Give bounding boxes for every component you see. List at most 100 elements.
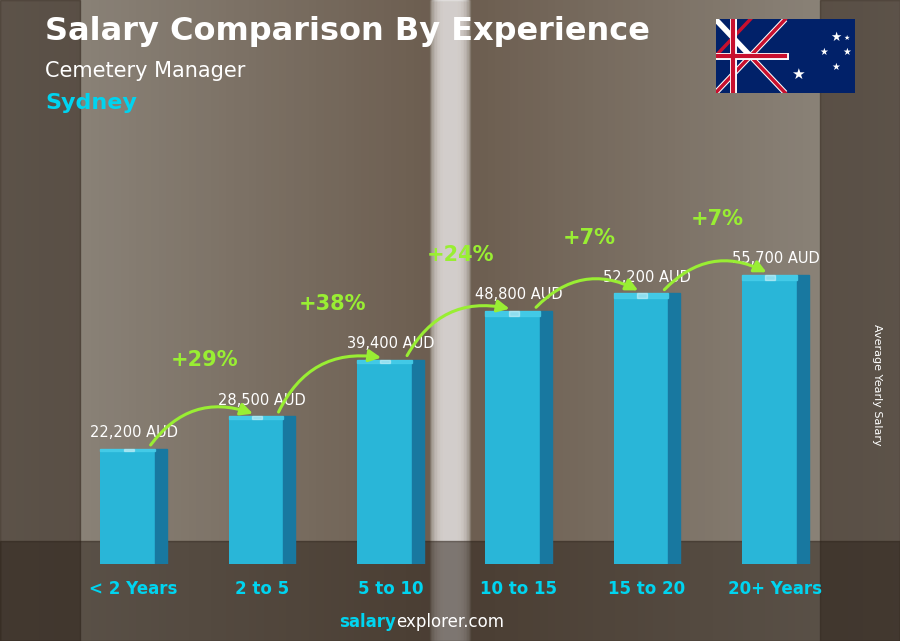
Bar	[135, 0, 142, 641]
Bar	[411, 360, 424, 564]
Bar	[735, 0, 742, 641]
Bar	[22, 0, 30, 641]
Bar	[705, 0, 713, 641]
Bar	[510, 0, 518, 641]
Bar	[432, 0, 468, 641]
Bar	[614, 294, 669, 298]
Bar	[232, 0, 240, 641]
Bar	[357, 360, 424, 564]
Text: 39,400 AUD: 39,400 AUD	[346, 336, 434, 351]
Text: +29%: +29%	[170, 351, 238, 370]
Bar	[540, 0, 547, 641]
Bar	[893, 0, 900, 641]
Bar	[446, 0, 454, 641]
Bar	[390, 0, 398, 641]
Bar	[562, 0, 570, 641]
Bar	[508, 311, 518, 315]
Text: 28,500 AUD: 28,500 AUD	[218, 392, 306, 408]
Bar	[345, 0, 353, 641]
Bar	[443, 0, 457, 641]
Text: 52,200 AUD: 52,200 AUD	[603, 270, 691, 285]
Bar	[870, 0, 878, 641]
Bar	[123, 449, 133, 451]
Bar	[698, 0, 705, 641]
Bar	[533, 0, 540, 641]
Bar	[772, 0, 780, 641]
Bar	[438, 0, 462, 641]
Bar	[218, 0, 225, 641]
Bar	[431, 0, 469, 641]
Bar	[248, 0, 255, 641]
Bar	[720, 0, 727, 641]
Bar	[690, 0, 698, 641]
Bar	[0, 541, 900, 641]
Bar	[187, 0, 195, 641]
Bar	[100, 449, 155, 451]
Bar	[623, 0, 630, 641]
Bar	[502, 0, 510, 641]
Bar	[322, 0, 330, 641]
Text: ★: ★	[819, 47, 828, 58]
Text: Average Yearly Salary: Average Yearly Salary	[872, 324, 883, 445]
Bar	[434, 0, 466, 641]
Bar	[0, 0, 80, 641]
Bar	[436, 0, 464, 641]
Bar	[30, 0, 38, 641]
Bar	[742, 275, 796, 281]
Bar	[381, 360, 391, 363]
Bar	[180, 0, 187, 641]
Bar	[430, 0, 470, 641]
Text: 48,800 AUD: 48,800 AUD	[475, 287, 562, 303]
Bar	[810, 0, 817, 641]
Bar	[446, 0, 454, 641]
Bar	[315, 0, 322, 641]
Bar	[142, 0, 150, 641]
Bar	[485, 311, 540, 315]
Bar	[300, 0, 308, 641]
Bar	[277, 0, 285, 641]
Bar	[308, 0, 315, 641]
Bar	[353, 0, 360, 641]
Bar	[195, 0, 203, 641]
Bar	[263, 0, 270, 641]
Bar	[52, 0, 60, 641]
Bar	[525, 0, 533, 641]
Bar	[578, 0, 585, 641]
Text: +38%: +38%	[299, 294, 366, 314]
Bar	[682, 0, 690, 641]
Bar	[441, 0, 459, 641]
Bar	[38, 0, 45, 641]
Text: explorer.com: explorer.com	[396, 613, 504, 631]
Bar	[437, 0, 463, 641]
Bar	[436, 0, 464, 641]
Bar	[637, 294, 647, 298]
Bar	[480, 0, 488, 641]
Bar	[447, 0, 453, 641]
Bar	[441, 0, 459, 641]
Bar	[540, 311, 552, 564]
Bar	[100, 449, 167, 564]
Bar	[428, 0, 435, 641]
FancyArrowPatch shape	[664, 261, 763, 290]
Bar	[202, 0, 210, 641]
Bar	[292, 0, 300, 641]
Bar	[803, 0, 810, 641]
Bar	[444, 0, 456, 641]
Bar	[439, 0, 461, 641]
Bar	[457, 0, 465, 641]
Bar	[443, 0, 457, 641]
Bar	[252, 416, 262, 419]
Text: +24%: +24%	[428, 246, 495, 265]
Bar	[225, 0, 232, 641]
Bar	[83, 0, 90, 641]
Bar	[820, 0, 900, 641]
Bar	[60, 0, 68, 641]
Bar	[443, 0, 450, 641]
Bar	[446, 0, 454, 641]
Bar	[600, 0, 608, 641]
Bar	[120, 0, 128, 641]
Bar	[97, 0, 105, 641]
Text: +7%: +7%	[691, 210, 744, 229]
Bar	[338, 0, 345, 641]
Text: salary: salary	[339, 613, 396, 631]
